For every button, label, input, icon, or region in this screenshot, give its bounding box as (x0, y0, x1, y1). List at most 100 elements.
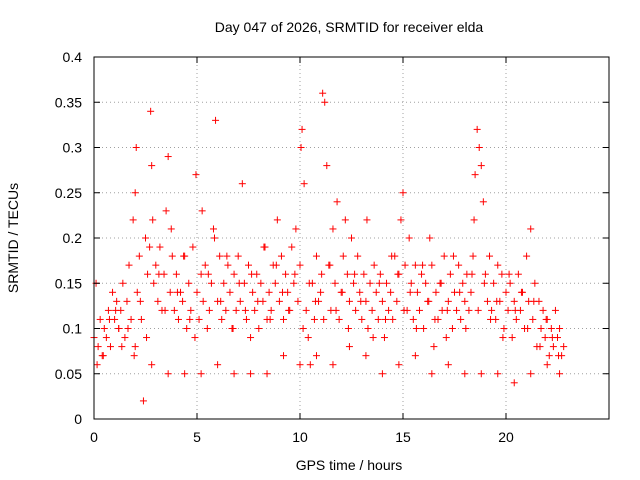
data-point (456, 288, 464, 296)
data-point (317, 288, 325, 296)
data-point (510, 297, 518, 305)
y-axis-label: SRMTID / TECUs (5, 183, 21, 293)
data-point (96, 315, 104, 323)
data-point (93, 361, 101, 369)
data-point (508, 334, 516, 342)
tick-layer: 0 0.05 0.1 0.15 0.2 0.25 0.3 0.35 0.4 0 5 10 15 20 (55, 49, 609, 445)
data-point (105, 315, 113, 323)
data-point (556, 325, 564, 332)
data-point (461, 370, 469, 378)
data-point (162, 207, 170, 215)
data-point (357, 297, 365, 305)
data-point (297, 144, 305, 151)
data-point (448, 325, 456, 332)
data-point (248, 270, 256, 278)
x-tick-label: 5 (193, 429, 201, 445)
data-point (127, 315, 135, 323)
data-point (306, 361, 314, 369)
data-point (560, 343, 568, 351)
data-point (490, 279, 498, 287)
data-point (318, 270, 326, 278)
data-point (106, 343, 114, 351)
data-point (121, 334, 129, 342)
data-point (537, 325, 545, 332)
data-point (146, 243, 154, 251)
data-point (394, 270, 402, 278)
data-point (142, 234, 149, 242)
data-point (345, 343, 353, 351)
data-point (257, 279, 265, 287)
data-point (536, 343, 544, 351)
data-point (488, 306, 496, 314)
data-point (419, 261, 427, 269)
data-point (420, 325, 428, 332)
grid-layer (94, 57, 609, 419)
data-point (249, 288, 257, 296)
data-point (462, 325, 470, 332)
data-point (505, 270, 513, 278)
data-point (344, 325, 352, 332)
x-tick-label: 15 (395, 429, 411, 445)
data-point (143, 334, 151, 342)
data-point (189, 243, 197, 251)
data-point (207, 279, 215, 287)
data-point (238, 180, 246, 188)
data-point (166, 288, 174, 296)
data-point (397, 216, 405, 224)
data-point (167, 225, 175, 233)
data-point (399, 189, 407, 197)
data-point (453, 306, 461, 314)
data-point (431, 315, 439, 323)
data-point (374, 315, 382, 323)
data-point (168, 252, 176, 260)
data-point (486, 252, 494, 260)
data-point (234, 252, 242, 260)
data-point (437, 279, 445, 287)
data-point (235, 279, 243, 287)
data-point (333, 198, 341, 206)
data-point (155, 270, 163, 278)
data-point (174, 315, 182, 323)
data-point (493, 297, 501, 305)
data-point (197, 270, 205, 278)
data-point (275, 297, 283, 305)
data-point (193, 288, 201, 296)
data-point (504, 306, 512, 314)
data-point (201, 261, 209, 269)
data-point (395, 361, 403, 369)
data-point (245, 261, 252, 269)
data-point (310, 315, 318, 323)
data-point (260, 243, 268, 251)
y-tick-label: 0.05 (55, 366, 82, 382)
data-point (440, 252, 448, 260)
data-point (556, 370, 564, 378)
data-point (172, 270, 180, 278)
data-point (474, 306, 482, 314)
data-point (119, 279, 127, 287)
data-point (288, 243, 296, 251)
data-point (494, 261, 502, 269)
data-point (204, 270, 212, 278)
data-point (412, 325, 420, 332)
data-point (348, 234, 355, 242)
data-point (407, 279, 415, 287)
data-point (205, 306, 213, 314)
data-point (378, 297, 386, 305)
data-point (267, 306, 275, 314)
data-point (411, 261, 419, 269)
data-point (199, 297, 207, 305)
data-point (124, 325, 132, 332)
data-point (216, 252, 224, 260)
data-point (523, 252, 531, 260)
data-point (389, 315, 397, 323)
data-point (192, 171, 200, 179)
data-point (265, 288, 273, 296)
data-point (360, 270, 368, 278)
data-point (477, 370, 485, 378)
data-point (99, 352, 107, 360)
data-point (203, 325, 211, 332)
data-point (368, 306, 376, 314)
data-point (350, 279, 358, 287)
data-point (292, 225, 300, 233)
data-point (418, 270, 426, 278)
